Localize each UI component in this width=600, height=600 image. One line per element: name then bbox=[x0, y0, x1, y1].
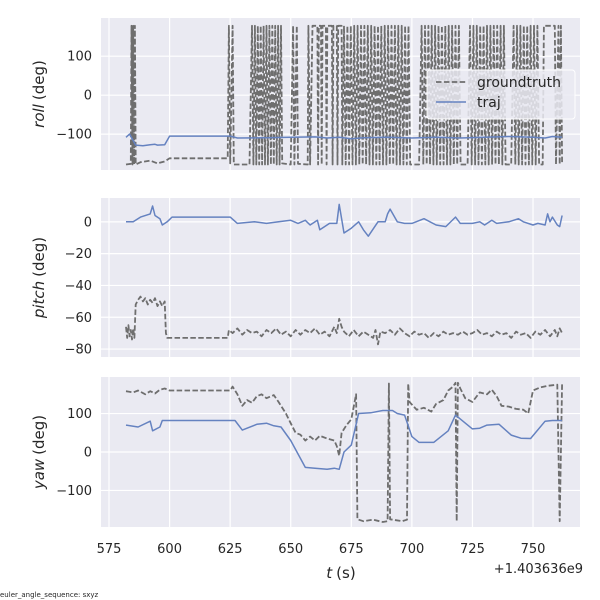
y-axis-unit: (deg) bbox=[30, 237, 48, 277]
y-tick-label: 100 bbox=[67, 407, 92, 422]
pitch-subplot: 0 −20 −40 −60 −80 pitch (deg) bbox=[30, 198, 580, 358]
yaw-subplot: 100 0 −100 yaw (deg) bbox=[30, 377, 580, 527]
y-tick-label: −60 bbox=[65, 311, 92, 326]
x-axis-label: t (s) bbox=[326, 564, 355, 582]
x-axis-unit: (s) bbox=[336, 564, 356, 582]
legend-label-groundtruth: groundtruth bbox=[477, 75, 561, 91]
x-axis-variable: t bbox=[326, 564, 333, 582]
y-tick-label: −100 bbox=[56, 484, 92, 499]
y-axis-variable: roll bbox=[30, 103, 48, 128]
plot-background bbox=[101, 198, 580, 357]
y-tick-label: 100 bbox=[67, 50, 92, 65]
y-tick-label: −100 bbox=[56, 128, 92, 143]
traj-pitch-line bbox=[126, 203, 563, 237]
y-axis-label: yaw (deg) bbox=[30, 415, 48, 490]
traj-yaw-line bbox=[125, 409, 563, 471]
x-tick-label: 625 bbox=[218, 542, 243, 557]
y-axis-unit: (deg) bbox=[30, 415, 48, 455]
x-tick-label: 750 bbox=[521, 542, 546, 557]
y-tick-label: −20 bbox=[65, 247, 92, 262]
legend-label-traj: traj bbox=[477, 95, 501, 111]
y-tick-label: −40 bbox=[65, 279, 92, 294]
footer-note: euler_angle_sequence: sxyz bbox=[0, 591, 99, 599]
y-axis-unit: (deg) bbox=[30, 60, 48, 100]
x-tick-label: 575 bbox=[97, 542, 122, 557]
x-tick-label: 725 bbox=[460, 542, 485, 557]
x-tick-label: 650 bbox=[278, 542, 303, 557]
groundtruth-roll-line bbox=[125, 24, 563, 166]
x-tick-label: 700 bbox=[399, 542, 424, 557]
y-axis-variable: pitch bbox=[30, 281, 48, 319]
y-tick-label: −80 bbox=[65, 343, 92, 358]
traj-roll-line bbox=[125, 133, 563, 147]
roll-subplot: 100 0 −100 roll (deg) groundtruth traj bbox=[30, 18, 580, 170]
y-axis-label: roll (deg) bbox=[30, 60, 48, 128]
y-tick-label: 0 bbox=[84, 215, 92, 230]
x-tick-label: 675 bbox=[339, 542, 364, 557]
y-axis-label: pitch (deg) bbox=[30, 237, 48, 319]
y-tick-label: 0 bbox=[84, 446, 92, 461]
x-axis-offset-label: +1.403636e9 bbox=[494, 562, 583, 577]
y-tick-label: 0 bbox=[84, 89, 92, 104]
legend: groundtruth traj bbox=[426, 69, 576, 120]
groundtruth-pitch-line bbox=[125, 295, 563, 346]
groundtruth-yaw-line bbox=[125, 381, 563, 523]
x-tick-label: 600 bbox=[157, 542, 182, 557]
y-axis-variable: yaw bbox=[30, 458, 48, 490]
